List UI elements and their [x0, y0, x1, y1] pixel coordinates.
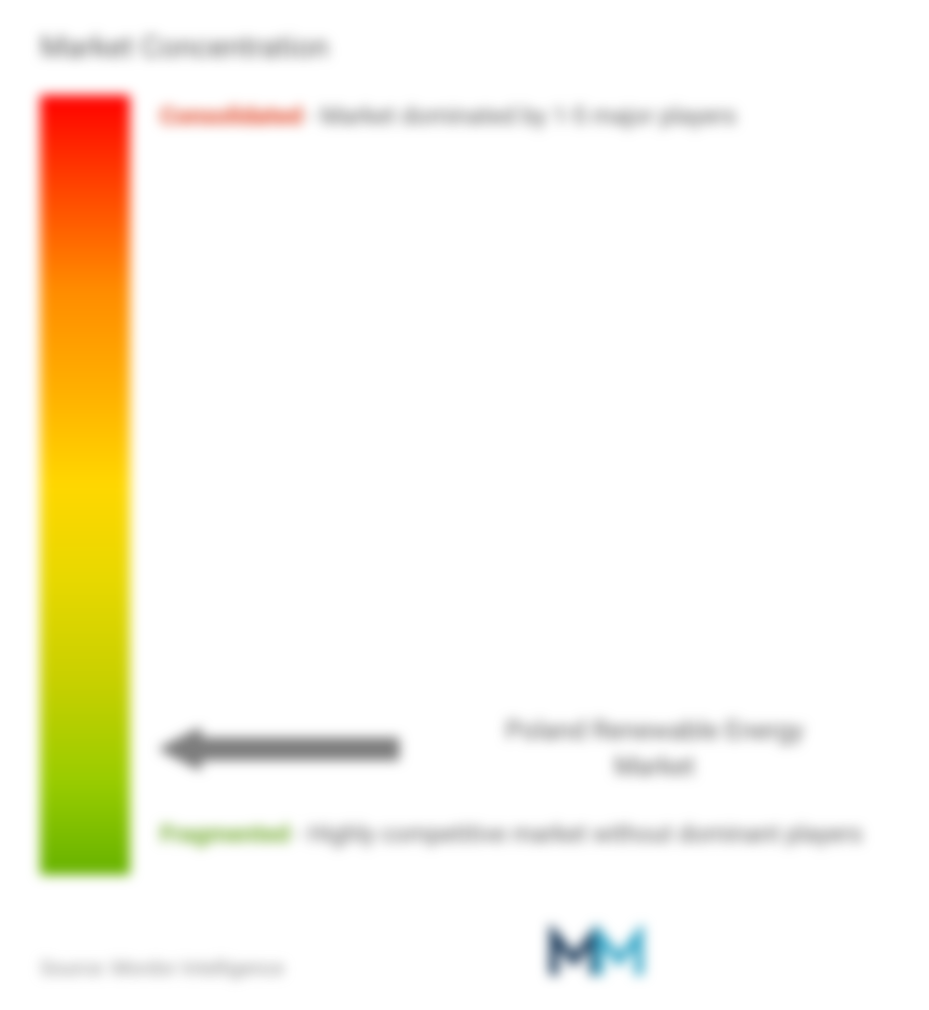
chart-content: Consolidated - Market dominated by 1-5 m… [40, 95, 889, 875]
consolidated-rest: - Market dominated by 1-5 major players [308, 102, 736, 130]
market-name-label: Poland Renewable Energy Market [420, 713, 889, 786]
consolidated-label: Consolidated [160, 102, 302, 130]
arrow-left-icon [160, 725, 400, 773]
concentration-gradient-bar [40, 95, 130, 875]
source-attribution: Source: Mordor Intelligence [40, 956, 284, 980]
mordor-logo-icon [549, 925, 649, 980]
fragmented-label: Fragmented [160, 820, 290, 848]
fragmented-description: Fragmented - Highly competitive market w… [160, 813, 862, 856]
chart-title: Market Concentration [40, 30, 889, 65]
right-content-area: Consolidated - Market dominated by 1-5 m… [160, 95, 889, 875]
fragmented-rest: - Highly competitive market without domi… [296, 820, 863, 848]
market-pointer-row: Poland Renewable Energy Market [160, 713, 889, 786]
consolidated-description: Consolidated - Market dominated by 1-5 m… [160, 95, 889, 138]
